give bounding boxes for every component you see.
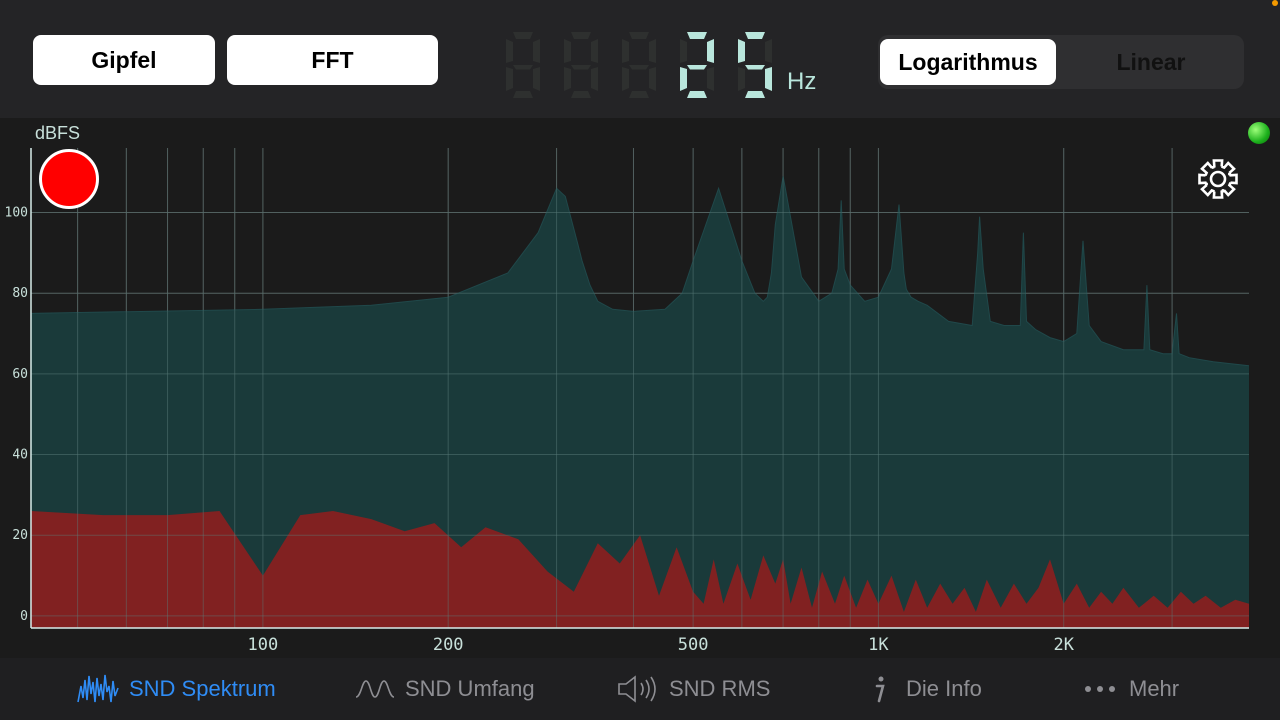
waveform-icon bbox=[355, 680, 395, 698]
digit-segment-unlit bbox=[629, 65, 649, 70]
digit-segment-unlit bbox=[649, 39, 656, 63]
scale-option-linear[interactable]: Linear bbox=[1116, 48, 1186, 75]
frequency-unit: Hz bbox=[787, 68, 817, 95]
y-axis-label: dBFS bbox=[35, 123, 81, 143]
y-tick-label: 20 bbox=[12, 528, 28, 543]
tab-label: SND Umfang bbox=[405, 676, 535, 701]
digit-segment-unlit bbox=[533, 39, 540, 63]
digit-segment-unlit bbox=[738, 67, 745, 91]
series-line-peak bbox=[30, 176, 1250, 367]
digit-segment-unlit bbox=[564, 67, 571, 91]
scale-option-logarithmic[interactable]: Logarithmus bbox=[880, 39, 1056, 85]
digit-segment-lit bbox=[765, 67, 772, 91]
digit-segment-unlit bbox=[506, 39, 513, 63]
digit-segment-unlit bbox=[622, 39, 629, 63]
tab-bar: SND Spektrum SND Umfang SND RMS Die Info… bbox=[0, 658, 1280, 720]
spectrum-icon bbox=[77, 674, 119, 703]
y-tick-label: 40 bbox=[12, 448, 28, 463]
status-indicator-dot bbox=[1272, 0, 1278, 6]
digit-segment-unlit bbox=[680, 39, 687, 63]
spectrum-chart: 0 20 40 60 80 100 100 200 500 1K 2K bbox=[5, 148, 1250, 655]
speaker-icon bbox=[618, 675, 656, 703]
digit-segment-unlit bbox=[571, 65, 591, 70]
tab-label: Mehr bbox=[1129, 676, 1180, 701]
tab-die-info[interactable]: Die Info bbox=[866, 658, 982, 720]
fft-button[interactable]: FFT bbox=[227, 35, 438, 85]
digit-segment-lit bbox=[680, 67, 687, 91]
status-led bbox=[1248, 122, 1270, 144]
tab-mehr[interactable]: Mehr bbox=[1083, 658, 1179, 720]
digit-segment-unlit bbox=[506, 67, 513, 91]
digit-segment-lit bbox=[745, 65, 765, 70]
digit-segment-unlit bbox=[533, 67, 540, 91]
y-tick-label: 80 bbox=[12, 286, 28, 301]
digit-segment-lit bbox=[687, 91, 707, 98]
digit-segment-lit bbox=[738, 39, 745, 63]
series-area-fft bbox=[31, 511, 1249, 628]
tab-label: Die Info bbox=[906, 676, 982, 701]
digit-segment-unlit bbox=[564, 39, 571, 63]
tab-label: SND Spektrum bbox=[129, 676, 276, 701]
digit-segment-unlit bbox=[513, 91, 533, 98]
digit-segment-unlit bbox=[513, 65, 533, 70]
record-button[interactable] bbox=[39, 149, 99, 209]
top-toolbar: Gipfel FFT Hz Logarithmus Linear bbox=[0, 0, 1280, 118]
x-tick-label: 1K bbox=[868, 635, 889, 655]
info-icon bbox=[875, 676, 885, 703]
digit-segment-unlit bbox=[622, 67, 629, 91]
digit-segment-unlit bbox=[629, 91, 649, 98]
tab-label: SND RMS bbox=[669, 676, 771, 701]
peak-button[interactable]: Gipfel bbox=[33, 35, 215, 85]
digit-segment-lit bbox=[745, 32, 765, 39]
digit-segment-unlit bbox=[649, 67, 656, 91]
x-tick-label: 2K bbox=[1053, 635, 1074, 655]
digit-segment-unlit bbox=[765, 39, 772, 63]
frequency-display bbox=[506, 32, 772, 98]
tab-snd-spektrum[interactable]: SND Spektrum bbox=[77, 658, 276, 720]
scale-segmented-control: Logarithmus Linear bbox=[878, 35, 1244, 89]
x-tick-label: 500 bbox=[678, 635, 709, 655]
digit-segment-lit bbox=[687, 65, 707, 70]
y-tick-label: 60 bbox=[12, 367, 28, 382]
gear-icon[interactable] bbox=[1194, 155, 1242, 203]
x-tick-label: 200 bbox=[433, 635, 464, 655]
digit-segment-unlit bbox=[591, 67, 598, 91]
digit-segment-unlit bbox=[571, 91, 591, 98]
more-icon bbox=[1085, 686, 1115, 692]
digit-segment-unlit bbox=[513, 32, 533, 39]
digit-segment-unlit bbox=[707, 67, 714, 91]
y-tick-label: 100 bbox=[5, 206, 28, 221]
tab-snd-umfang[interactable]: SND Umfang bbox=[355, 658, 535, 720]
digit-segment-lit bbox=[687, 32, 707, 39]
digit-segment-unlit bbox=[591, 39, 598, 63]
x-tick-label: 100 bbox=[248, 635, 279, 655]
y-tick-label: 0 bbox=[20, 609, 28, 624]
digit-segment-lit bbox=[707, 39, 714, 63]
tab-snd-rms[interactable]: SND RMS bbox=[617, 658, 770, 720]
digit-segment-lit bbox=[745, 91, 765, 98]
digit-segment-unlit bbox=[629, 32, 649, 39]
digit-segment-unlit bbox=[571, 32, 591, 39]
